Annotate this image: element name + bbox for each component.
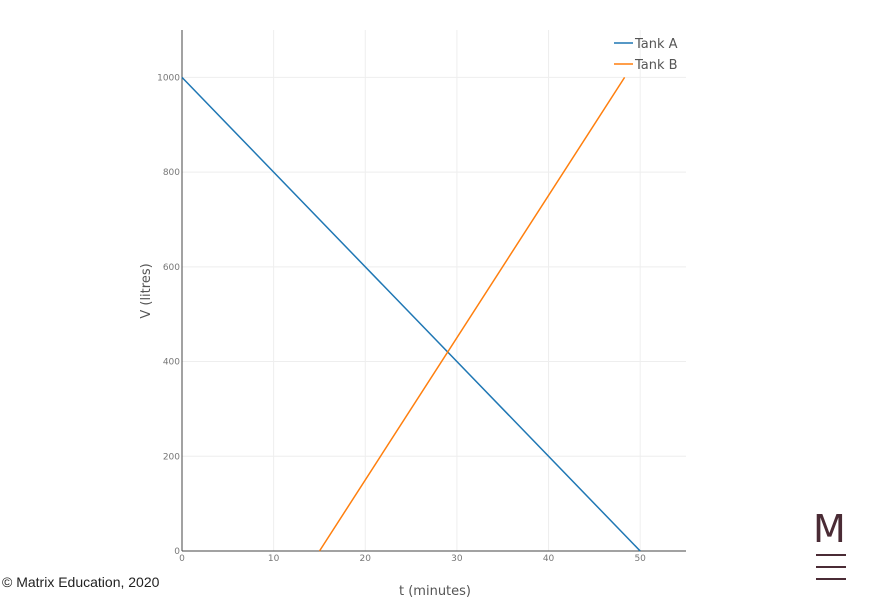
matrix-logo: M	[813, 510, 853, 590]
legend-label: Tank B	[634, 58, 678, 73]
x-tick-labels: 0 10 20 30 40 50	[179, 554, 646, 564]
series-line-tank-b	[318, 76, 626, 552]
axes	[181, 30, 686, 552]
logo-letter: M	[813, 507, 846, 551]
x-tick-label: 20	[360, 554, 372, 564]
y-axis-title: V (litres)	[139, 263, 154, 318]
x-tick-label: 40	[543, 554, 555, 564]
legend: Tank A Tank B	[614, 37, 678, 73]
y-tick-label: 0	[174, 547, 180, 557]
x-axis-title: t (minutes)	[399, 584, 471, 599]
x-tick-label: 50	[634, 554, 646, 564]
y-tick-label: 600	[163, 263, 180, 273]
grid	[182, 30, 686, 551]
y-tick-label: 1000	[157, 73, 180, 83]
logo-bar	[816, 554, 846, 556]
logo-bar	[816, 578, 846, 580]
y-tick-label: 200	[163, 452, 180, 462]
y-tick-labels: 0 200 400 600 800 1000	[157, 73, 180, 557]
legend-label: Tank A	[634, 37, 678, 52]
copyright-text: © Matrix Education, 2020	[2, 574, 160, 590]
x-tick-label: 0	[179, 554, 185, 564]
logo-bar	[816, 566, 846, 568]
series-line-tank-a	[181, 76, 641, 552]
x-tick-label: 10	[268, 554, 280, 564]
y-tick-label: 800	[163, 168, 180, 178]
x-tick-label: 30	[451, 554, 463, 564]
series-lines	[181, 76, 641, 552]
y-tick-label: 400	[163, 358, 180, 368]
